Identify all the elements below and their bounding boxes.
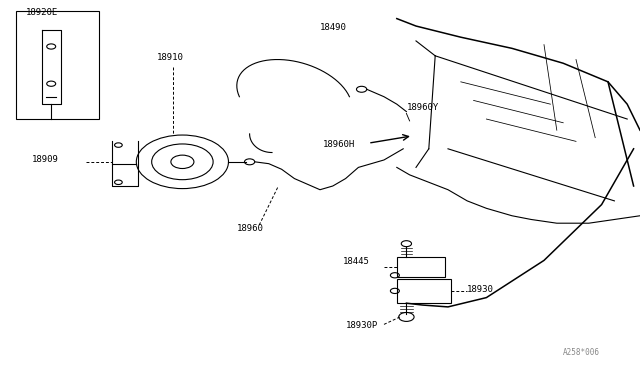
Text: 18920E: 18920E <box>26 8 58 17</box>
Text: A258*006: A258*006 <box>563 348 600 357</box>
Text: 18909: 18909 <box>32 155 59 164</box>
Text: 18930: 18930 <box>467 285 494 294</box>
Text: 18910: 18910 <box>157 52 184 61</box>
Bar <box>397 257 445 277</box>
Text: 18960: 18960 <box>237 224 264 232</box>
Text: 18930P: 18930P <box>346 321 378 330</box>
Text: 18445: 18445 <box>342 257 369 266</box>
Bar <box>16 11 99 119</box>
Text: 18490: 18490 <box>320 23 347 32</box>
Bar <box>397 279 451 303</box>
Text: 18960H: 18960H <box>323 140 355 149</box>
Text: 18960Y: 18960Y <box>406 103 438 112</box>
